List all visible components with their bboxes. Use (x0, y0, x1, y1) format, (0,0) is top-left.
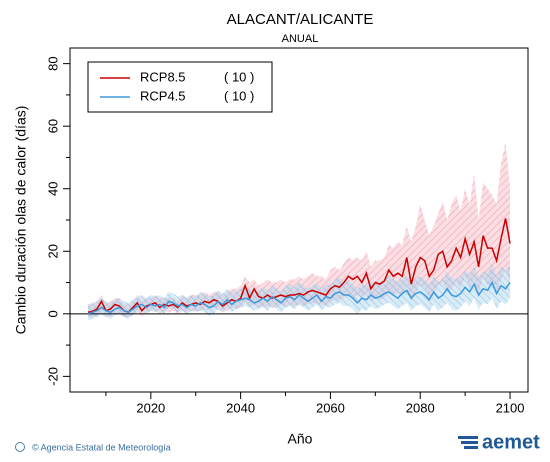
legend-note: ( 10 ) (224, 69, 254, 84)
series-line (87, 280, 511, 315)
legend-note: ( 10 ) (224, 88, 254, 103)
y-tick-label: -20 (45, 367, 60, 386)
x-axis-label: Año (288, 431, 313, 447)
legend-label: RCP4.5 (140, 88, 186, 103)
y-tick-label: 80 (45, 56, 60, 70)
logo: aemet (482, 431, 540, 453)
x-tick-label: 2080 (406, 400, 435, 415)
x-tick-label: 2020 (136, 400, 165, 415)
footer-icon (15, 442, 25, 452)
logo-mark (458, 436, 478, 449)
y-tick-label: 20 (45, 244, 60, 258)
legend-label: RCP8.5 (140, 69, 186, 84)
legend-box (87, 61, 273, 113)
band-hatch (87, 141, 511, 317)
chart-subtitle: ANUAL (282, 33, 319, 45)
y-tick-label: 60 (45, 119, 60, 133)
y-axis-label: Cambio duración olas de calor (días) (13, 106, 29, 335)
y-tick-label: 40 (45, 181, 60, 195)
x-tick-label: 2040 (226, 400, 255, 415)
x-tick-label: 2060 (316, 400, 345, 415)
x-tick-label: 2100 (496, 400, 525, 415)
series-line (87, 218, 511, 314)
chart-title: ALACANT/ALICANTE (227, 11, 374, 28)
footer: © Agencia Estatal de Meteorología (32, 442, 171, 452)
y-tick-label: 0 (45, 310, 60, 317)
